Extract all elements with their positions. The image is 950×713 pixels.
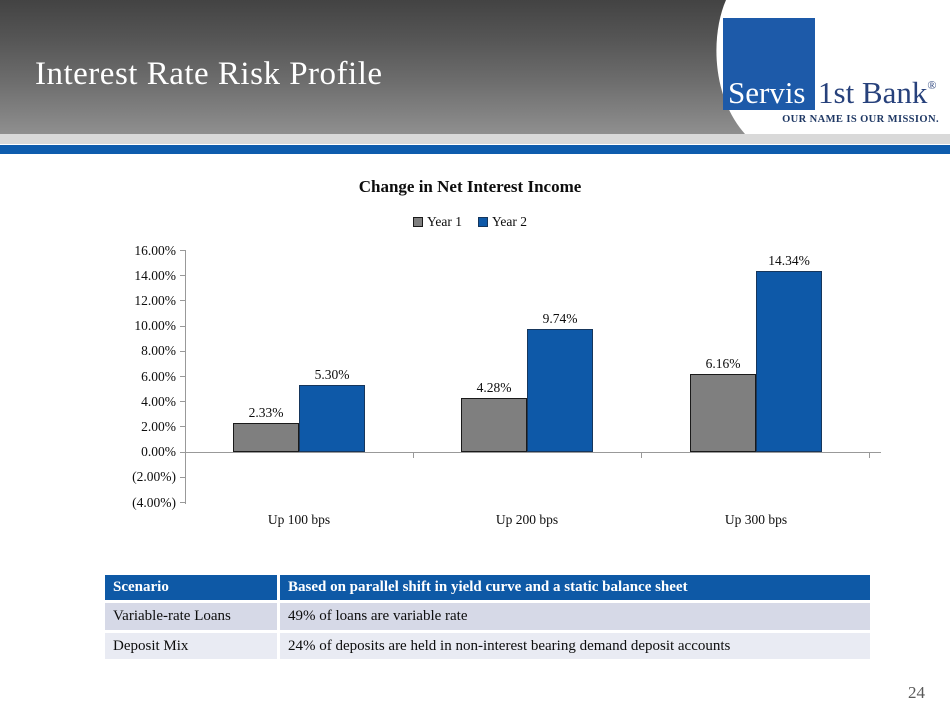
bar-value-label-year-1-up-100-bps: 2.33% [248,405,284,420]
bar-value-label-year-1-up-300-bps: 6.16% [705,356,741,371]
logo-tagline: OUR NAME IS OUR MISSION. [782,114,939,125]
bar-value-label-year-2-up-200-bps: 9.74% [542,311,578,326]
x-axis-tick [413,452,414,458]
bar-value-label-year-1-up-200-bps: 4.28% [476,380,512,395]
page-title: Interest Rate Risk Profile [35,56,383,92]
y-axis-tick [180,426,185,428]
table-cell: Deposit Mix [105,633,277,659]
y-tick-label: (4.00%) [132,494,176,510]
table-header-cell: Based on parallel shift in yield curve a… [280,575,870,600]
y-tick-label: 2.00% [141,418,176,434]
y-tick-label: (2.00%) [132,469,176,485]
legend-item-year-1: Year 1 [412,214,462,230]
servisfirst-bank-logo: Servis 1st Bank® OUR NAME IS OUR MISSION… [700,0,950,134]
table-cell: Variable-rate Loans [105,603,277,630]
legend-swatch-icon [478,217,488,227]
divider-stripe-gray [0,134,950,144]
y-axis-tick [180,275,185,277]
chart-title: Change in Net Interest Income [358,177,582,196]
table-cell: 24% of deposits are held in non-interest… [280,633,870,659]
y-tick-label: 0.00% [141,444,176,460]
table-header-cell: Scenario [105,575,277,600]
x-axis-tick [641,452,642,458]
logo-blue-square [723,18,815,110]
y-axis-tick [180,476,185,478]
y-axis-tick [180,325,185,327]
page-number: 24 [908,683,925,702]
registered-trademark-icon: ® [927,78,937,92]
x-category-label: Up 200 bps [495,512,559,527]
legend-label: Year 2 [492,214,528,229]
logo-text-1st-bank: 1st Bank® [818,77,937,108]
divider-stripe-blue [0,145,950,154]
scenario-table: Scenario Based on parallel shift in yield… [105,575,870,659]
legend-swatch-icon [412,217,423,227]
legend-label: Year 1 [426,214,462,229]
y-tick-label: 8.00% [141,343,176,359]
chart-legend: Year 1 Year 2 [220,214,720,230]
y-axis-tick [180,502,185,503]
bar-year-2-up-200-bps [527,329,593,452]
table-cell: 49% of loans are variable rate [280,603,870,630]
bar-year-1-up-100-bps [233,423,299,452]
y-axis-tick [180,376,185,377]
x-axis-line [185,452,881,453]
y-axis-tick [180,300,185,302]
bar-year-2-up-100-bps [299,385,365,452]
bar-year-2-up-300-bps [756,271,822,452]
y-tick-label: 14.00% [134,267,176,283]
bar-year-1-up-300-bps [690,374,756,452]
bar-value-label-year-2-up-100-bps: 5.30% [314,367,350,382]
y-axis-tick [180,350,185,352]
x-axis-tick [869,452,870,458]
y-axis-tick [180,250,185,251]
x-category-label: Up 300 bps [724,512,788,527]
x-category-label: Up 100 bps [267,512,331,527]
bar-year-1-up-200-bps [461,398,527,452]
logo-wordmark: 1st Bank [818,75,928,110]
bar-value-label-year-2-up-300-bps: 14.34% [768,253,810,268]
y-tick-label: 10.00% [134,318,176,334]
y-tick-label: 6.00% [141,368,176,384]
y-tick-label: 4.00% [141,393,176,409]
y-axis-tick [180,451,185,453]
y-tick-label: 12.00% [134,292,176,308]
legend-item-year-2: Year 2 [478,214,527,230]
logo-text-servis: Servis [728,75,806,110]
y-tick-label: 16.00% [134,242,176,258]
y-axis-line [185,250,186,504]
y-axis-tick [180,401,185,403]
